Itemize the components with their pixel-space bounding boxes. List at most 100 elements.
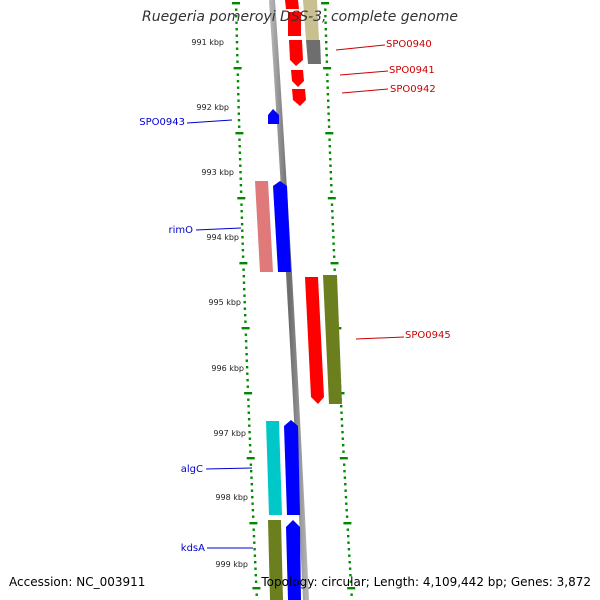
scale-right-tick: [343, 463, 346, 466]
scale-left-tick: [252, 528, 255, 531]
accession-label: Accession: NC_003911: [9, 575, 146, 589]
scale-left-tick: [241, 327, 250, 330]
scale-right-tick: [330, 184, 333, 187]
scale-left-tick: [248, 424, 251, 427]
scale-left-tick: [245, 366, 249, 369]
scale-left-tick: [240, 210, 243, 213]
scale-left-tick: [237, 119, 241, 122]
gene-gray-feature[interactable]: [306, 40, 321, 64]
scale-right-tick: [340, 405, 343, 408]
scale-left-tick: [239, 190, 243, 193]
label-algC[interactable]: algC: [181, 464, 203, 475]
scale-left-tick: [242, 268, 245, 271]
scale-right-tick: [332, 236, 335, 239]
scale-left-tick: [235, 34, 238, 37]
gene-khaki-top[interactable]: [303, 0, 319, 40]
scale-left-tick: [240, 203, 243, 206]
scale-left-tick: [238, 158, 242, 161]
label-SPO0943[interactable]: SPO0943: [139, 117, 185, 128]
gene-kdsA[interactable]: [286, 520, 301, 600]
scale-right-tick: [340, 424, 344, 427]
scale-right-tick: [327, 197, 336, 200]
scale-left-tick: [240, 216, 244, 219]
scale-right-tick: [325, 60, 329, 63]
label-kdsA[interactable]: kdsA: [181, 543, 205, 554]
scale-left-tick: [246, 372, 249, 375]
gene-SPO0942[interactable]: [292, 89, 306, 106]
scale-left-tick: [254, 580, 258, 583]
scale-right-tick: [345, 502, 348, 505]
scale-left-tick: [239, 262, 248, 265]
scale-left-tick: [252, 515, 255, 518]
genome-info-label: Topology: circular; Length: 4,109,442 bp…: [261, 575, 591, 589]
scale-left-tick: [246, 385, 249, 388]
gene-olive-left[interactable]: [268, 520, 283, 600]
gene-SPO0940[interactable]: [288, 12, 301, 36]
gene-SPO0941[interactable]: [291, 70, 304, 87]
label-SPO0941[interactable]: SPO0941: [389, 65, 435, 76]
scale-left-tick: [235, 41, 239, 44]
label-SPO0945[interactable]: SPO0945: [405, 330, 451, 341]
scale-label-994: 994 kbp: [206, 233, 239, 242]
scale-left-tick: [238, 125, 241, 128]
scale-right-tick: [343, 470, 346, 473]
scale-label-993: 993 kbp: [201, 168, 234, 177]
scale-right-tick: [327, 119, 331, 122]
gene-olive-right[interactable]: [323, 275, 342, 404]
scale-left-tick: [235, 47, 239, 50]
scale-right-tick: [331, 229, 335, 232]
scale-left-tick: [239, 164, 242, 167]
label-SPO0942[interactable]: SPO0942: [390, 84, 436, 95]
scale-left-tick: [244, 314, 247, 317]
scale-left-tick: [251, 509, 255, 512]
scale-left-tick: [241, 249, 245, 252]
scale-left-tick: [238, 151, 242, 154]
scale-left-tick: [243, 288, 246, 291]
leader-SPO0943: [186, 119, 233, 124]
gene-SPO0943[interactable]: [268, 109, 279, 124]
scale-right-tick: [340, 411, 343, 414]
gene-SPO0940-b[interactable]: [289, 40, 303, 66]
gene-algC[interactable]: [284, 420, 300, 515]
scale-right-tick: [346, 528, 349, 531]
scale-right-tick: [326, 93, 330, 96]
label-rimO[interactable]: rimO: [168, 225, 193, 236]
gene-pink-feature[interactable]: [255, 181, 273, 272]
scale-right-tick: [327, 99, 330, 102]
scale-right-tick: [340, 418, 343, 421]
scale-right-tick: [326, 80, 329, 83]
scale-right-tick: [333, 255, 336, 258]
scale-right-tick: [330, 190, 333, 193]
scale-left-tick: [236, 80, 240, 83]
scale-left-tick: [253, 554, 257, 557]
left-label-leaders: [186, 119, 253, 549]
scale-right-tick: [348, 561, 351, 564]
gene-SPO0945[interactable]: [305, 277, 324, 404]
scale-right-tick: [342, 450, 345, 453]
scale-left-tick: [246, 457, 255, 460]
scale-right-tick: [347, 548, 351, 551]
scale-right-tick: [324, 15, 327, 18]
scale-right-tick: [325, 47, 328, 50]
scale-left-tick: [245, 353, 248, 356]
scale-left-tick: [239, 171, 242, 174]
scale-right-tick: [328, 145, 331, 148]
leader-SPO0940: [335, 44, 386, 51]
scale-left-tick: [250, 476, 253, 479]
scale-right-tick: [342, 444, 345, 447]
scale-left-tick: [248, 437, 252, 440]
scale-right-tick: [329, 164, 332, 167]
left-gene-labels: SPO0943 rimO algC kdsA: [139, 117, 205, 554]
gene-rimO[interactable]: [273, 181, 291, 272]
gene-red-top[interactable]: [285, 0, 299, 9]
leader-SPO0942: [341, 88, 389, 94]
scale-right-tick: [326, 86, 329, 89]
label-SPO0940[interactable]: SPO0940: [386, 39, 432, 50]
right-gene-labels: SPO0940 SPO0941 SPO0942 SPO0945: [386, 39, 451, 341]
scale-right-tick: [345, 515, 349, 518]
scale-right-tick: [324, 21, 327, 24]
scale-right-tick: [344, 496, 348, 499]
scale-left-tick: [253, 541, 256, 544]
gene-cyan-feature[interactable]: [266, 421, 282, 515]
